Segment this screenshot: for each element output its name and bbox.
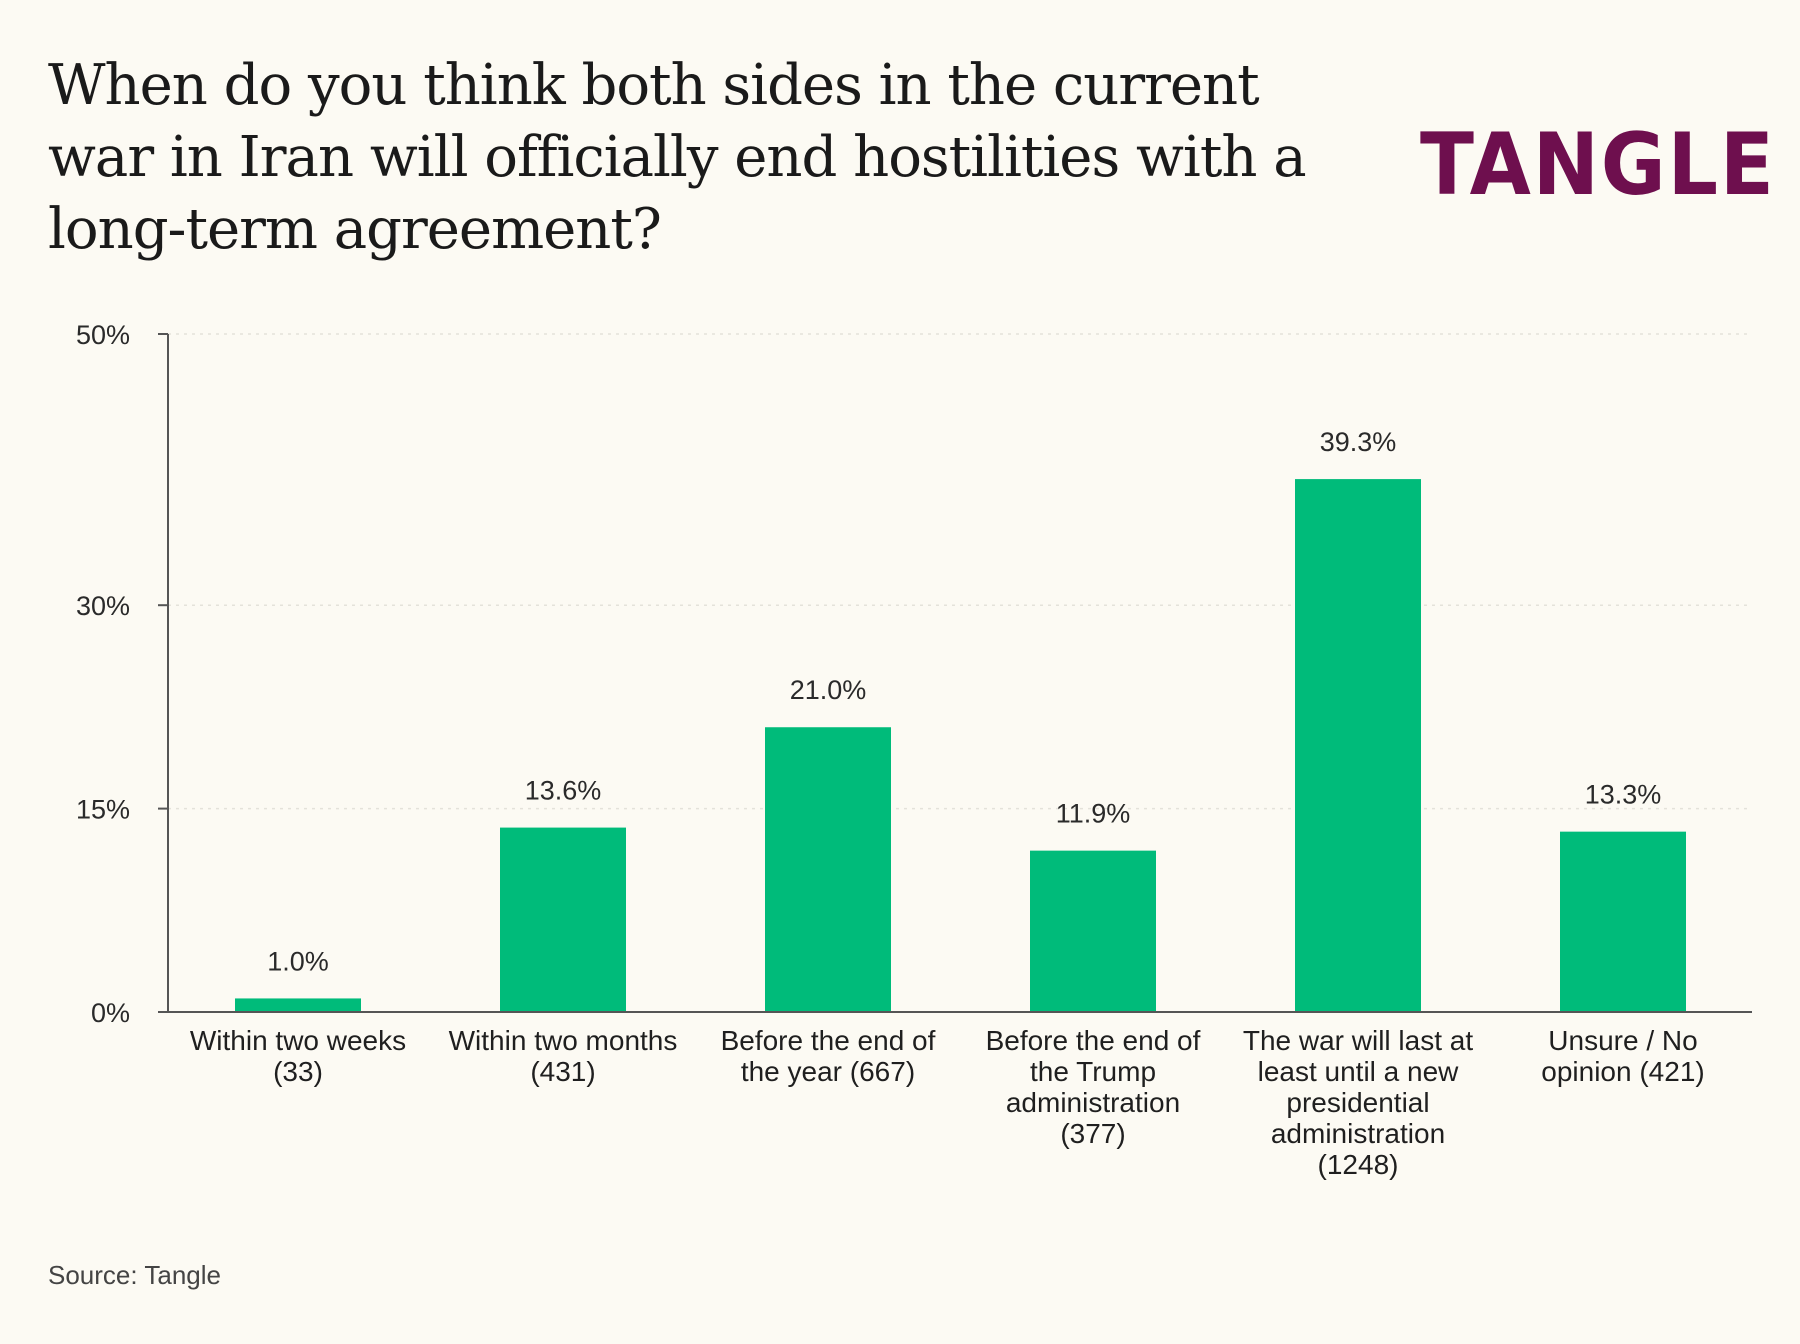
bar (1295, 479, 1421, 1012)
bar-value-label: 11.9% (1056, 799, 1131, 829)
bars (235, 479, 1686, 1012)
bar (1560, 831, 1686, 1012)
x-category-label: Before the end of the year (667) (721, 1025, 936, 1087)
x-category-label: Unsure / No opinion (421) (1541, 1025, 1704, 1087)
x-category-label: The war will last at least until a new pre… (1243, 1025, 1474, 1180)
bar (1030, 850, 1156, 1012)
bar-value-label: 21.0% (790, 675, 867, 705)
bar-value-label: 39.3% (1320, 427, 1397, 457)
source-note: Source: Tangle (48, 1260, 221, 1290)
x-category-label: Within two weeks (33) (190, 1025, 406, 1087)
gridlines (168, 333, 1752, 810)
x-category-label: Within two months (431) (449, 1025, 678, 1087)
bar-value-label: 13.3% (1585, 780, 1662, 810)
y-tick-label: 15% (76, 795, 130, 825)
y-tick-label: 0% (91, 998, 130, 1028)
y-axis-ticks: 0% 15% 30% 50% (76, 320, 168, 1028)
value-labels: 1.0% 13.6% 21.0% 11.9% 39.3% 13.3% (267, 427, 1661, 976)
bar (765, 727, 891, 1012)
bar-value-label: 13.6% (525, 776, 602, 806)
bar-value-label: 1.0% (267, 946, 329, 976)
x-category-label: Before the end of the Trump administration… (986, 1025, 1201, 1149)
category-labels: Within two weeks (33) Within two months (43… (190, 1025, 1705, 1180)
tangle-logo: TANGLE (1420, 115, 1776, 215)
bar (500, 827, 626, 1012)
chart-title: When do you think both sides in the curr… (48, 53, 1307, 262)
y-tick-label: 30% (76, 591, 130, 621)
y-tick-label: 50% (76, 320, 130, 350)
bar (235, 998, 361, 1012)
